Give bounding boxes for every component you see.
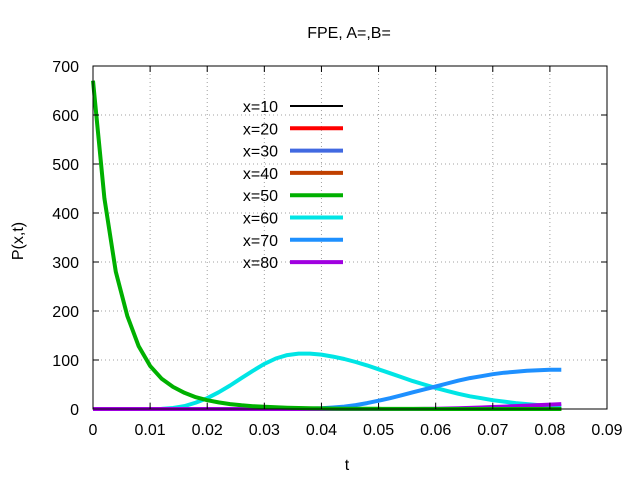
- plot-frame: [92, 65, 608, 410]
- y-tick-label: 100: [52, 353, 79, 370]
- legend-label: x=20: [243, 121, 278, 138]
- x-axis-label: t: [345, 457, 350, 474]
- legend-label: x=50: [243, 188, 278, 205]
- legend-label: x=10: [243, 99, 278, 116]
- x-tick-label: 0: [89, 422, 98, 439]
- x-tick-label: 0.07: [477, 422, 508, 439]
- legend: x=10 x=20 x=30 x=40 x=50 x=60 x=70 x=80: [243, 99, 343, 272]
- legend-label: x=30: [243, 144, 278, 161]
- y-tick-label: 300: [52, 255, 79, 272]
- y-tick-label: 400: [52, 206, 79, 223]
- x-tick-label: 0.01: [135, 422, 166, 439]
- y-tick-label: 600: [52, 108, 79, 125]
- grid-lines: [93, 66, 607, 409]
- chart-title: FPE, A=,B=: [307, 25, 391, 42]
- x-tick-label: 0.08: [534, 422, 565, 439]
- x-tick-label: 0.09: [591, 422, 622, 439]
- x-tick-label: 0.06: [420, 422, 451, 439]
- legend-label: x=70: [243, 233, 278, 250]
- y-tick-label: 700: [52, 59, 79, 76]
- axis-ticks: 0 0.01 0.02 0.03 0.04 0.05 0.06 0.07 0.08 0.09 0 10…: [52, 59, 622, 439]
- legend-label: x=80: [243, 255, 278, 272]
- x-tick-label: 0.02: [192, 422, 223, 439]
- y-axis-label: P(x,t): [10, 222, 27, 260]
- x-tick-label: 0.04: [306, 422, 337, 439]
- series-line-x70: [93, 367, 562, 411]
- y-tick-label: 500: [52, 157, 79, 174]
- x-tick-label: 0.05: [363, 422, 394, 439]
- y-tick-label: 200: [52, 304, 79, 321]
- legend-label: x=40: [243, 166, 278, 183]
- x-tick-label: 0.03: [249, 422, 280, 439]
- legend-label: x=60: [243, 211, 278, 228]
- y-tick-label: 0: [70, 402, 79, 419]
